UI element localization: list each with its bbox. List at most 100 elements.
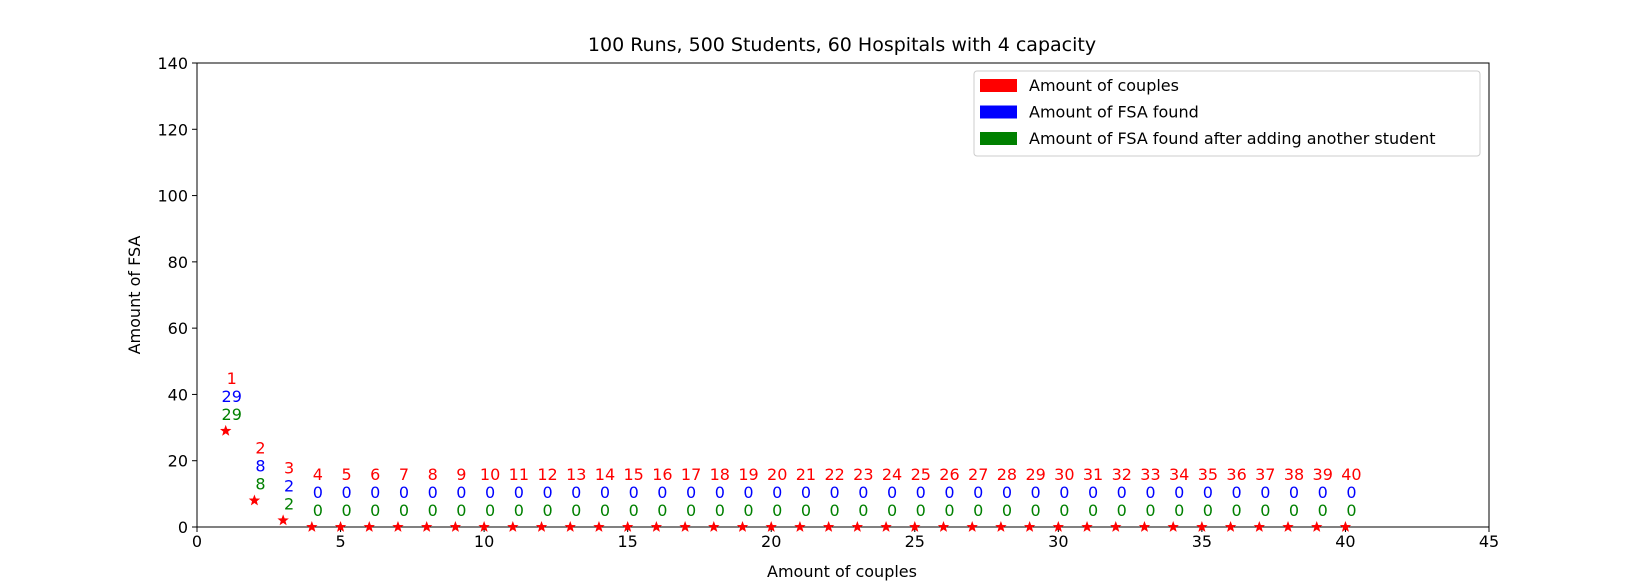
annotation-fsa-found: 0 <box>485 483 495 502</box>
annotation-fsa-after: 0 <box>715 501 725 520</box>
annotation-fsa-found: 0 <box>772 483 782 502</box>
annotation-fsa-found: 0 <box>1232 483 1242 502</box>
annotation-couples: 15 <box>623 465 643 484</box>
plot-frame <box>196 62 1490 528</box>
annotation-fsa-found: 8 <box>255 456 265 475</box>
annotation-fsa-after: 0 <box>571 501 581 520</box>
annotation-fsa-after: 0 <box>1174 501 1184 520</box>
legend-swatch <box>980 132 1017 145</box>
y-tick-label: 120 <box>157 120 188 139</box>
annotation-fsa-found: 0 <box>1145 483 1155 502</box>
annotation-fsa-found: 0 <box>1203 483 1213 502</box>
x-tick-label: 35 <box>1192 532 1212 551</box>
data-point-marker <box>1196 521 1208 532</box>
annotation-fsa-after: 0 <box>1318 501 1328 520</box>
annotation-fsa-found: 0 <box>456 483 466 502</box>
data-point-marker <box>1138 521 1151 532</box>
annotation-fsa-found: 0 <box>514 483 524 502</box>
annotation-couples: 36 <box>1226 465 1246 484</box>
annotation-fsa-after: 0 <box>973 501 983 520</box>
data-point-marker <box>708 521 720 532</box>
data-point-marker <box>1110 521 1122 532</box>
annotation-fsa-found: 0 <box>801 483 811 502</box>
annotation-fsa-after: 0 <box>887 501 897 520</box>
annotation-fsa-after: 0 <box>1088 501 1098 520</box>
annotation-fsa-found: 0 <box>1002 483 1012 502</box>
x-tick-label: 15 <box>617 532 637 551</box>
annotation-fsa-found: 0 <box>657 483 667 502</box>
annotation-couples: 19 <box>738 465 758 484</box>
annotation-fsa-after: 0 <box>514 501 524 520</box>
data-point-marker <box>736 521 749 532</box>
annotation-couples: 17 <box>681 465 701 484</box>
annotation-couples: 3 <box>284 458 294 477</box>
annotation-couples: 5 <box>341 465 351 484</box>
legend-label: Amount of FSA found <box>1029 103 1199 122</box>
data-point-marker <box>1224 521 1237 532</box>
annotation-couples: 4 <box>313 465 323 484</box>
annotation-fsa-found: 0 <box>1117 483 1127 502</box>
annotation-couples: 12 <box>537 465 557 484</box>
legend: Amount of couples Amount of FSA found Amou… <box>973 70 1481 157</box>
data-point-marker <box>363 521 375 532</box>
annotation-fsa-after: 0 <box>1260 501 1270 520</box>
data-point-marker <box>507 521 519 532</box>
legend-label: Amount of FSA found after adding another… <box>1029 129 1436 148</box>
annotation-couples: 35 <box>1198 465 1218 484</box>
annotation-fsa-after: 0 <box>944 501 954 520</box>
annotation-fsa-after: 0 <box>629 501 639 520</box>
annotation-fsa-after: 0 <box>370 501 380 520</box>
annotation-fsa-after: 0 <box>772 501 782 520</box>
data-point-marker <box>794 521 806 532</box>
annotation-couples: 13 <box>566 465 586 484</box>
data-point-marker <box>880 521 892 532</box>
annotation-fsa-found: 0 <box>830 483 840 502</box>
data-point-marker <box>650 521 663 532</box>
annotation-fsa-found: 0 <box>1031 483 1041 502</box>
data-point-marker <box>1081 521 1093 532</box>
annotation-fsa-after: 0 <box>1059 501 1069 520</box>
annotation-fsa-after: 0 <box>916 501 926 520</box>
annotation-couples: 25 <box>911 465 931 484</box>
data-point-marker <box>1023 521 1036 532</box>
annotation-couples: 39 <box>1313 465 1333 484</box>
annotation-couples: 6 <box>370 465 380 484</box>
annotation-fsa-found: 0 <box>686 483 696 502</box>
x-tick-label: 0 <box>192 532 202 551</box>
y-tick-label: 40 <box>168 385 188 404</box>
data-point-marker <box>1052 521 1065 532</box>
annotation-couples: 34 <box>1169 465 1189 484</box>
annotation-fsa-after: 0 <box>801 501 811 520</box>
annotation-couples: 28 <box>997 465 1017 484</box>
data-point-marker <box>1339 521 1352 532</box>
annotation-couples: 24 <box>882 465 902 484</box>
data-point-marker <box>1311 521 1323 532</box>
annotation-couples: 23 <box>853 465 873 484</box>
annotation-fsa-found: 0 <box>715 483 725 502</box>
data-point-marker <box>909 521 921 532</box>
x-tick-label: 25 <box>905 532 925 551</box>
annotation-fsa-after: 0 <box>1289 501 1299 520</box>
y-tick-label: 100 <box>157 187 188 206</box>
annotation-couples: 22 <box>824 465 844 484</box>
x-tick-label: 40 <box>1335 532 1355 551</box>
x-axis-label: Amount of couples <box>767 562 917 581</box>
annotation-fsa-found: 0 <box>743 483 753 502</box>
annotation-couples: 26 <box>939 465 959 484</box>
annotation-fsa-after: 0 <box>858 501 868 520</box>
y-axis-label: Amount of FSA <box>125 236 144 355</box>
data-point-marker <box>248 494 261 506</box>
y-tick-label: 80 <box>168 253 188 272</box>
annotation-couples: 1 <box>227 369 237 388</box>
x-tick-label: 20 <box>761 532 781 551</box>
data-point-marker <box>966 521 978 532</box>
annotation-fsa-found: 0 <box>399 483 409 502</box>
chart-title: 100 Runs, 500 Students, 60 Hospitals wit… <box>588 34 1096 56</box>
annotation-fsa-after: 0 <box>341 501 351 520</box>
annotation-fsa-after: 0 <box>657 501 667 520</box>
annotation-fsa-found: 0 <box>370 483 380 502</box>
annotation-fsa-after: 0 <box>313 501 323 520</box>
annotation-fsa-after: 0 <box>1002 501 1012 520</box>
annotation-fsa-found: 0 <box>1289 483 1299 502</box>
